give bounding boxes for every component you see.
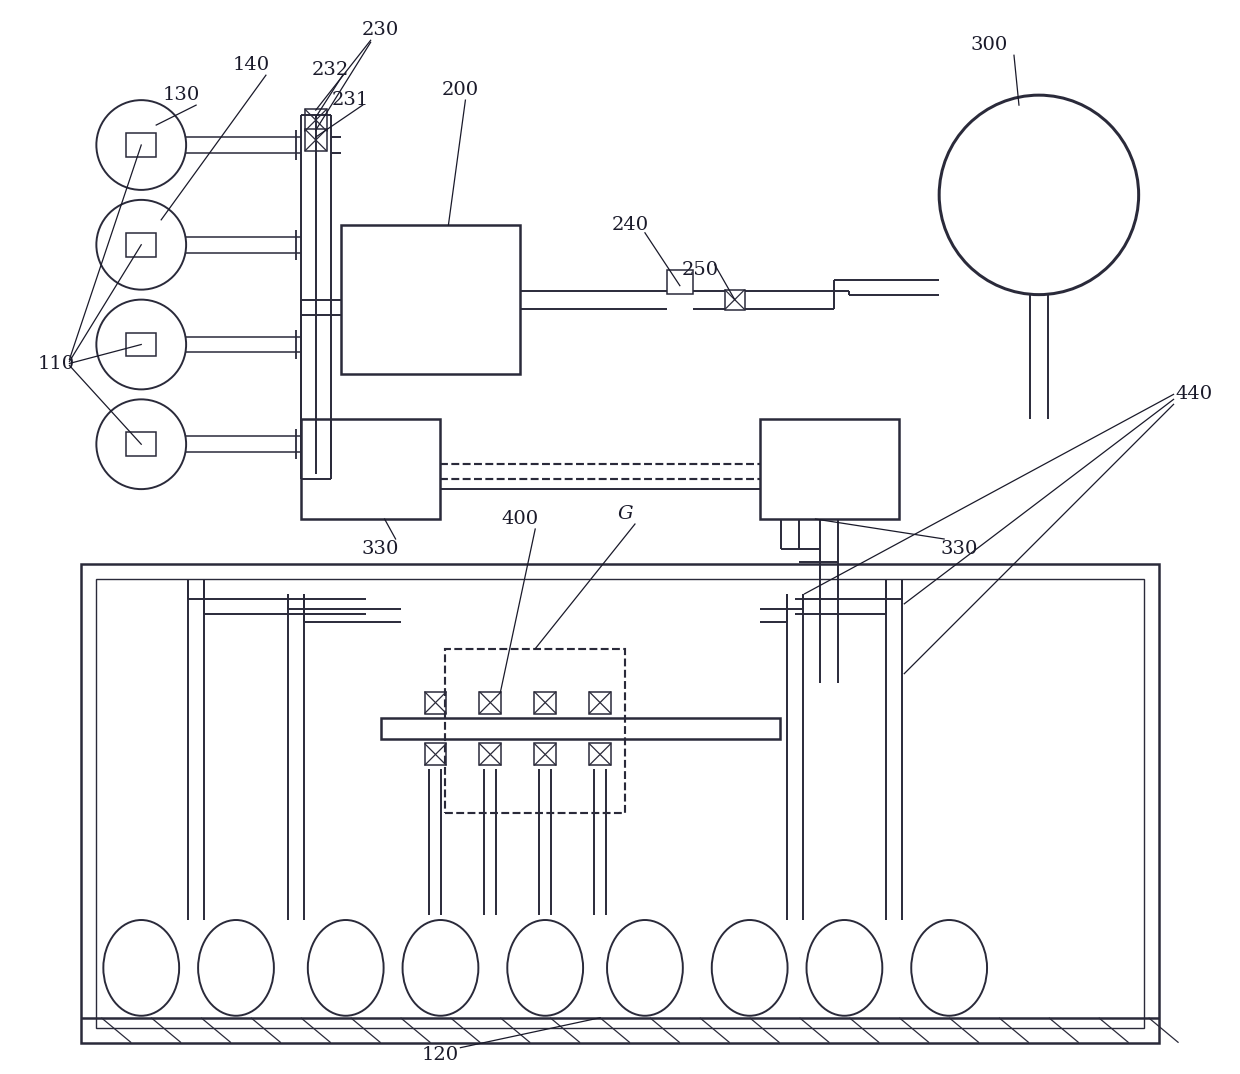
Text: 230: 230 bbox=[362, 21, 399, 40]
Circle shape bbox=[97, 200, 186, 290]
Bar bbox=[480, 743, 501, 766]
Bar bbox=[480, 692, 501, 713]
Ellipse shape bbox=[608, 920, 683, 1016]
Ellipse shape bbox=[806, 920, 883, 1016]
Ellipse shape bbox=[507, 920, 583, 1016]
Text: G: G bbox=[618, 505, 632, 523]
Ellipse shape bbox=[308, 920, 383, 1016]
Bar bbox=[589, 743, 611, 766]
Bar bbox=[126, 432, 156, 456]
Text: 231: 231 bbox=[332, 91, 370, 110]
Bar bbox=[341, 224, 521, 375]
Circle shape bbox=[939, 96, 1138, 294]
Bar bbox=[424, 692, 446, 713]
Text: 400: 400 bbox=[502, 510, 539, 528]
Bar bbox=[424, 743, 446, 766]
Circle shape bbox=[97, 300, 186, 390]
Text: 110: 110 bbox=[38, 355, 76, 374]
Ellipse shape bbox=[403, 920, 479, 1016]
Bar bbox=[381, 717, 780, 740]
Bar bbox=[82, 564, 1158, 1043]
Bar bbox=[126, 233, 156, 257]
Bar bbox=[445, 649, 625, 813]
Circle shape bbox=[97, 400, 186, 489]
Bar bbox=[724, 290, 745, 309]
Text: 240: 240 bbox=[611, 216, 649, 234]
Text: 200: 200 bbox=[441, 82, 479, 99]
Bar bbox=[534, 743, 557, 766]
Bar bbox=[534, 692, 557, 713]
Text: 120: 120 bbox=[422, 1046, 459, 1063]
Bar bbox=[589, 692, 611, 713]
Ellipse shape bbox=[712, 920, 787, 1016]
Text: 440: 440 bbox=[1176, 386, 1211, 404]
Bar bbox=[305, 129, 327, 151]
Bar bbox=[667, 270, 693, 293]
Ellipse shape bbox=[103, 920, 179, 1016]
Bar bbox=[305, 110, 327, 131]
Bar bbox=[760, 419, 899, 519]
Ellipse shape bbox=[911, 920, 987, 1016]
Bar bbox=[126, 333, 156, 357]
Circle shape bbox=[97, 100, 186, 190]
Text: 130: 130 bbox=[162, 86, 200, 104]
Ellipse shape bbox=[198, 920, 274, 1016]
Text: 250: 250 bbox=[681, 261, 718, 278]
Text: 330: 330 bbox=[362, 540, 399, 558]
Bar bbox=[97, 579, 1143, 1028]
Text: 140: 140 bbox=[232, 56, 269, 74]
Bar bbox=[301, 419, 440, 519]
Bar bbox=[126, 133, 156, 157]
Text: 300: 300 bbox=[971, 37, 1008, 55]
Text: 330: 330 bbox=[940, 540, 978, 558]
Text: 232: 232 bbox=[312, 61, 350, 79]
